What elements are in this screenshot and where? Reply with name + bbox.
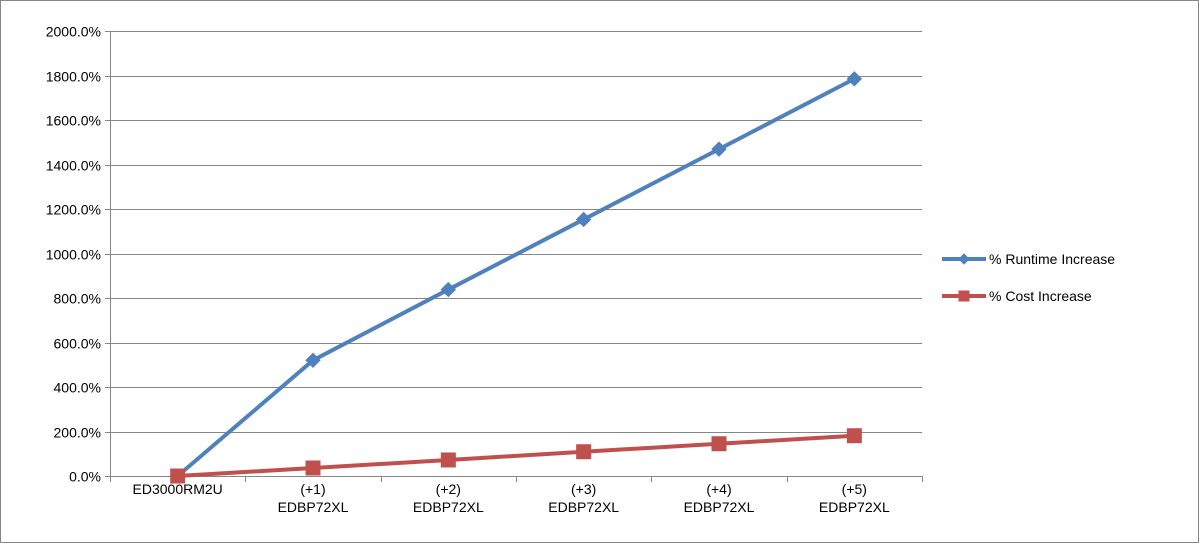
y-tick-label: 600.0% <box>54 336 101 352</box>
x-tick-label: (+1) EDBP72XL <box>278 481 349 515</box>
gridlines <box>110 31 922 433</box>
series <box>169 71 863 484</box>
y-tick-label: 1000.0% <box>46 247 101 263</box>
legend-entry: % Cost Increase <box>942 288 1092 304</box>
data-point-diamond <box>305 352 321 369</box>
y-tick-label: 2000.0% <box>46 24 101 40</box>
y-tick-label: 1400.0% <box>46 158 101 174</box>
legend: % Runtime Increase % Cost Increase <box>942 251 1115 304</box>
x-tick-label: (+5) EDBP72XL <box>819 481 890 515</box>
series-line <box>177 433 855 478</box>
x-tick-label: (+3) EDBP72XL <box>548 481 619 515</box>
y-tick-label: 800.0% <box>54 291 101 307</box>
axes <box>105 31 923 482</box>
x-tick-label: (+2) EDBP72XL <box>413 481 484 515</box>
data-point-diamond <box>575 211 592 228</box>
series-diamond <box>169 71 863 484</box>
data-point-square <box>170 468 186 484</box>
data-point-square <box>576 444 592 460</box>
data-point-diamond <box>958 253 970 265</box>
y-axis-tick-labels: 0.0% 200.0% 400.0% 600.0% 800.0% 1000.0% 1200.… <box>46 24 101 485</box>
data-point-square <box>846 428 862 444</box>
series-line <box>176 77 856 478</box>
legend-label: % Runtime Increase <box>989 251 1115 267</box>
y-tick-label: 1200.0% <box>46 202 101 218</box>
legend-label: % Cost Increase <box>989 288 1092 304</box>
data-point-square <box>958 290 970 302</box>
data-point-square <box>440 452 456 468</box>
data-point-diamond <box>440 281 457 298</box>
y-tick-label: 0.0% <box>69 469 101 485</box>
legend-entry: % Runtime Increase <box>942 251 1115 267</box>
y-tick-label: 400.0% <box>54 380 101 396</box>
y-tick-label: 200.0% <box>54 425 101 441</box>
y-tick-label: 1600.0% <box>46 113 101 129</box>
data-point-square <box>305 460 321 476</box>
data-point-diamond <box>846 71 863 87</box>
y-tick-label: 1800.0% <box>46 69 101 85</box>
x-tick-label: ED3000RM2U <box>133 481 223 497</box>
x-tick-label: (+4) EDBP72XL <box>684 481 755 515</box>
x-axis-tick-labels: ED3000RM2U (+1) EDBP72XL (+2) EDBP72XL (+3) ED… <box>133 481 890 515</box>
series-square <box>170 428 862 484</box>
data-point-square <box>711 436 727 452</box>
data-point-diamond <box>711 141 727 157</box>
